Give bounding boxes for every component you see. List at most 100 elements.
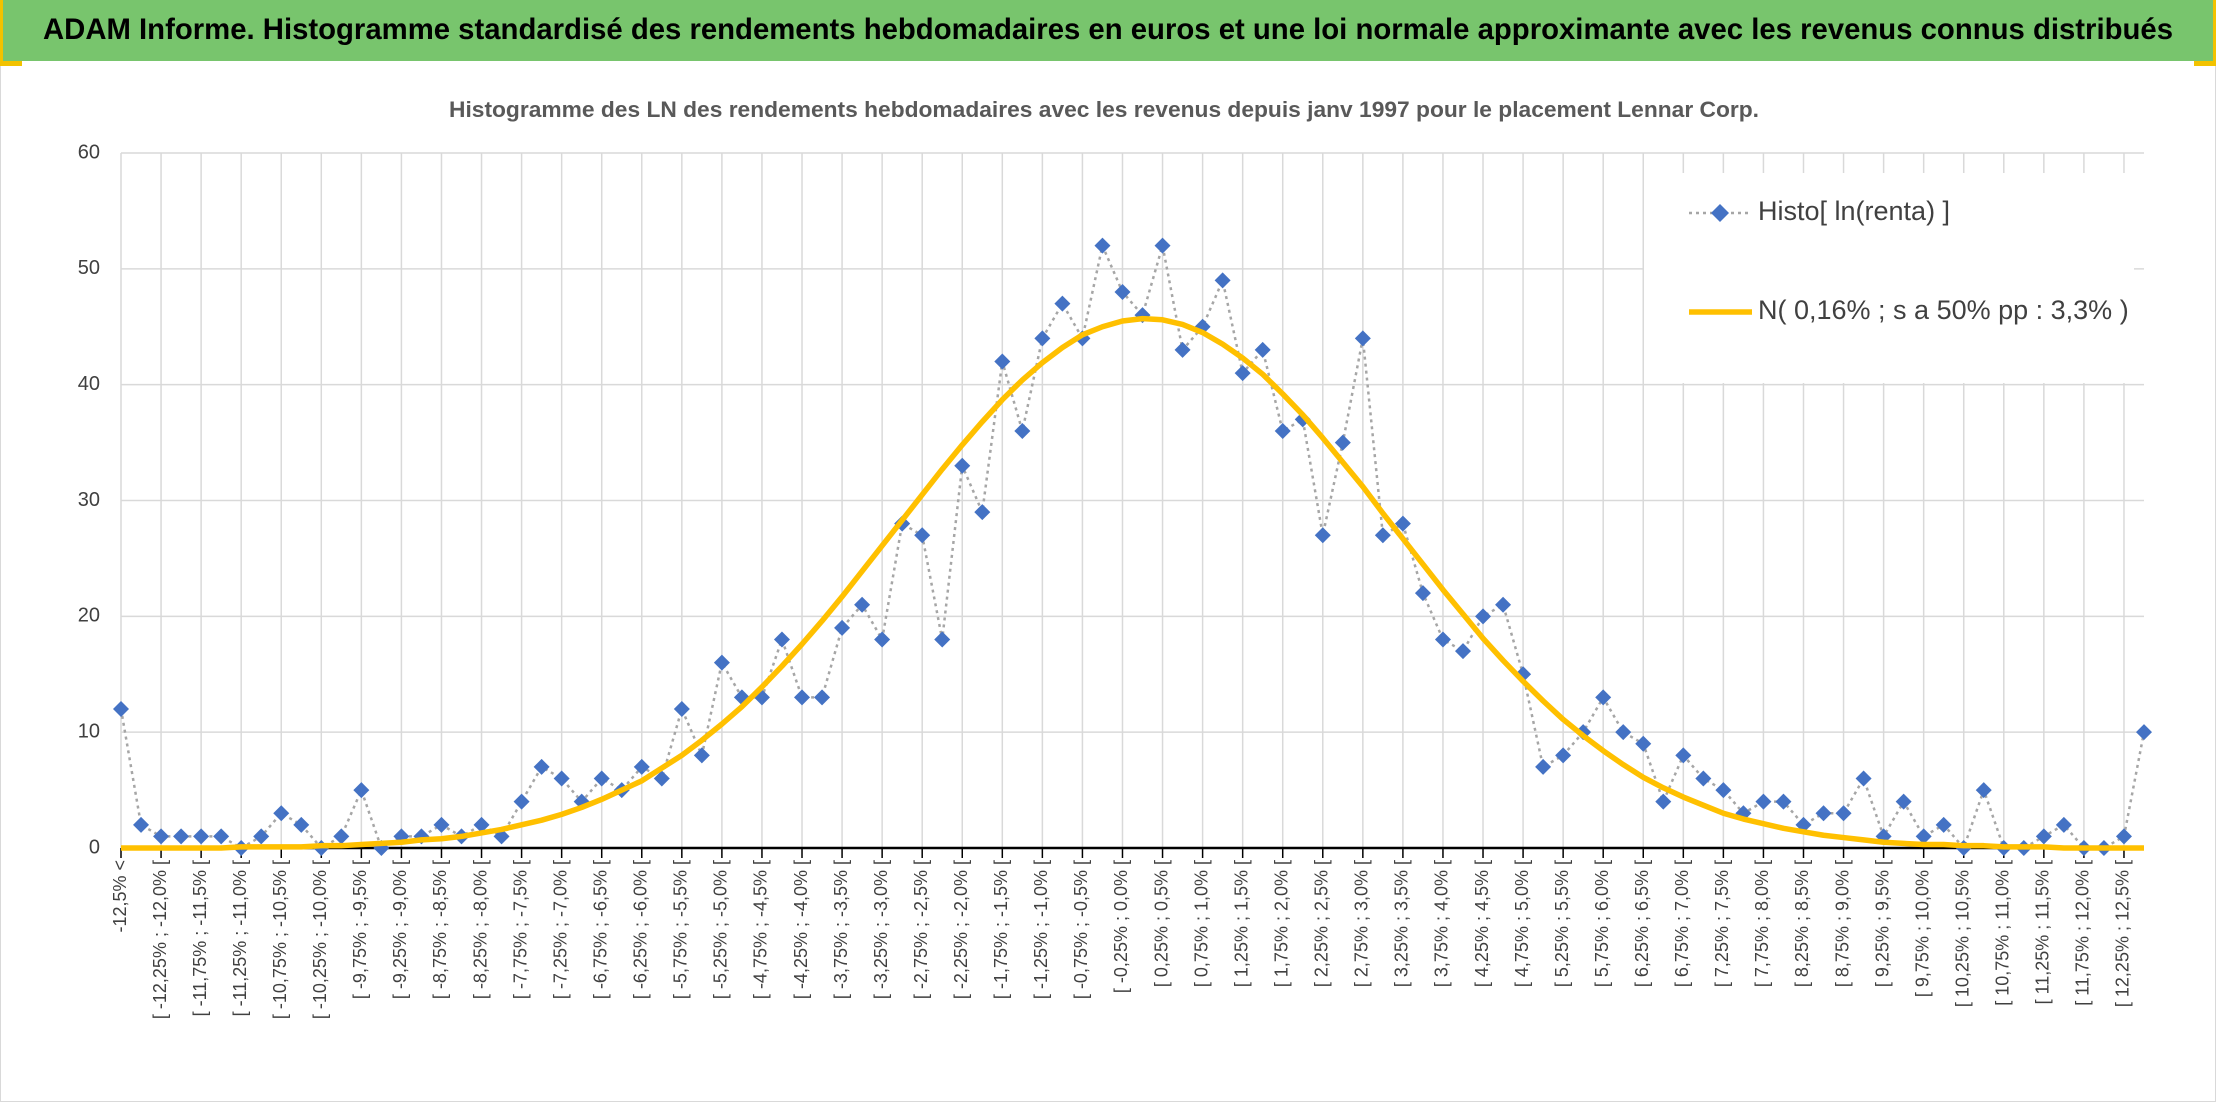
x-tick-label: [ 8,75% ; 9,0% [ <box>1832 860 1852 987</box>
data-point <box>954 457 971 474</box>
x-tick-label: [ 5,75% ; 6,0% [ <box>1592 860 1612 987</box>
data-point <box>974 504 991 521</box>
data-point <box>1254 341 1271 358</box>
y-tick-label: 40 <box>78 373 100 395</box>
data-point <box>854 596 871 613</box>
x-tick-label: [ 8,25% ; 8,5% [ <box>1792 860 1812 987</box>
data-point <box>653 770 670 787</box>
x-tick-label: [ -11,25% ; -11,0% [ <box>230 860 250 1016</box>
x-tick-label: [ 4,25% ; 4,5% [ <box>1472 860 1492 987</box>
legend: Histo[ ln(renta) ] N( 0,16% ; s a 50% pp … <box>1644 173 2134 383</box>
x-tick-label: [ -9,25% ; -9,0% [ <box>390 860 410 999</box>
x-tick-label: [ -0,25% ; 0,0% [ <box>1111 860 1131 993</box>
x-tick-label: [ 0,25% ; 0,5% [ <box>1151 860 1171 987</box>
x-tick-label: [ 9,25% ; 9,5% [ <box>1872 860 1892 987</box>
data-point <box>693 747 710 764</box>
x-tick-label: [ 1,25% ; 1,5% [ <box>1231 860 1251 987</box>
data-point <box>1354 330 1371 347</box>
data-point <box>1014 423 1031 439</box>
data-point <box>533 758 550 775</box>
data-point <box>1274 423 1291 439</box>
data-point <box>173 828 190 845</box>
data-point <box>1394 515 1411 532</box>
x-tick-label: [ 5,25% ; 5,5% [ <box>1552 860 1572 987</box>
data-point <box>773 631 790 648</box>
data-point <box>553 770 570 787</box>
x-tick-label: [ 3,25% ; 3,5% [ <box>1392 860 1412 987</box>
plot <box>113 237 2152 856</box>
data-point <box>1815 805 1832 822</box>
data-point <box>1615 724 1632 741</box>
data-point <box>1174 341 1191 358</box>
x-tick-label: [ 7,75% ; 8,0% [ <box>1752 860 1772 987</box>
x-tick-label: [ 10,25% ; 10,5% [ <box>1952 860 1972 1007</box>
x-tick-label: [ -7,25% ; -7,0% [ <box>550 860 570 999</box>
data-point <box>1835 805 1852 822</box>
data-point <box>333 828 350 845</box>
y-tick-label: 50 <box>78 257 100 279</box>
x-tick-label: [ -12,25% ; -12,0% [ <box>150 860 170 1019</box>
x-tick-label: [ -3,75% ; -3,5% [ <box>831 860 851 999</box>
x-tick-label: -12,5% < <box>110 860 130 933</box>
title-banner <box>3 0 2213 61</box>
x-tick-label: [ -6,25% ; -6,0% [ <box>631 860 651 999</box>
data-point <box>473 816 490 833</box>
data-point <box>2136 724 2152 741</box>
x-tick-label: [ 11,25% ; 11,5% [ <box>2033 860 2053 1004</box>
data-point <box>433 816 450 833</box>
y-tick-label: 10 <box>78 720 100 742</box>
data-point <box>1935 816 1952 833</box>
data-point <box>814 689 831 706</box>
series-line <box>121 315 2144 851</box>
data-point <box>113 701 129 717</box>
data-point <box>293 816 310 833</box>
data-point <box>994 353 1011 370</box>
legend-marker <box>1711 204 1729 222</box>
data-point <box>713 654 730 671</box>
data-point <box>593 770 610 787</box>
data-point <box>1915 828 1932 845</box>
data-point <box>1214 272 1231 289</box>
data-point <box>673 701 690 717</box>
data-point <box>1635 735 1652 752</box>
x-tick-label: [ 4,75% ; 5,0% [ <box>1512 860 1532 987</box>
data-point <box>914 527 931 544</box>
data-point <box>1374 527 1391 544</box>
legend-label: Histo[ ln(renta) ] <box>1758 196 1950 226</box>
x-tick-label: [ 12,25% ; 12,5% [ <box>2113 860 2133 1007</box>
y-tick-label: 0 <box>89 836 100 858</box>
data-point <box>273 805 290 822</box>
data-point <box>253 828 270 845</box>
page-title: ADAM Informe. Histogramme standardisé de… <box>43 13 2173 46</box>
x-tick-label: [ -2,25% ; -2,0% [ <box>951 860 971 999</box>
data-point <box>1154 237 1171 254</box>
x-tick-label: [ 7,25% ; 7,5% [ <box>1712 860 1732 987</box>
data-point <box>1695 770 1712 787</box>
x-tick-label: [ -4,25% ; -4,0% [ <box>791 860 811 999</box>
x-tick-label: [ -1,25% ; -1,0% [ <box>1031 860 1051 999</box>
data-point <box>1595 689 1612 706</box>
data-point <box>2115 828 2132 845</box>
x-tick-label: [ -5,25% ; -5,0% [ <box>711 860 731 999</box>
data-point <box>1715 782 1732 799</box>
data-point <box>1775 793 1792 810</box>
x-tick-label: [ -11,75% ; -11,5% [ <box>190 860 210 1016</box>
y-tick-label: 20 <box>78 605 100 627</box>
x-tick-label: [ -2,75% ; -2,5% [ <box>911 860 931 999</box>
data-point <box>1475 608 1492 625</box>
data-point <box>1495 596 1512 613</box>
legend-label: N( 0,16% ; s a 50% pp : 3,3% ) <box>1758 295 2129 325</box>
data-point <box>353 782 370 799</box>
legend-box <box>1644 173 2134 383</box>
data-point <box>1034 330 1051 347</box>
data-point <box>1314 527 1331 544</box>
x-tick-label: [ 6,25% ; 6,5% [ <box>1632 860 1652 987</box>
x-tick-label: [ -3,25% ; -3,0% [ <box>871 860 891 999</box>
data-point <box>834 619 851 636</box>
data-point <box>1535 758 1552 775</box>
chart-title: Histogramme des LN des rendements hebdom… <box>449 97 1759 122</box>
x-tick-label: [ -6,75% ; -6,5% [ <box>590 860 610 999</box>
data-point <box>1895 793 1912 810</box>
data-point <box>1414 585 1431 602</box>
